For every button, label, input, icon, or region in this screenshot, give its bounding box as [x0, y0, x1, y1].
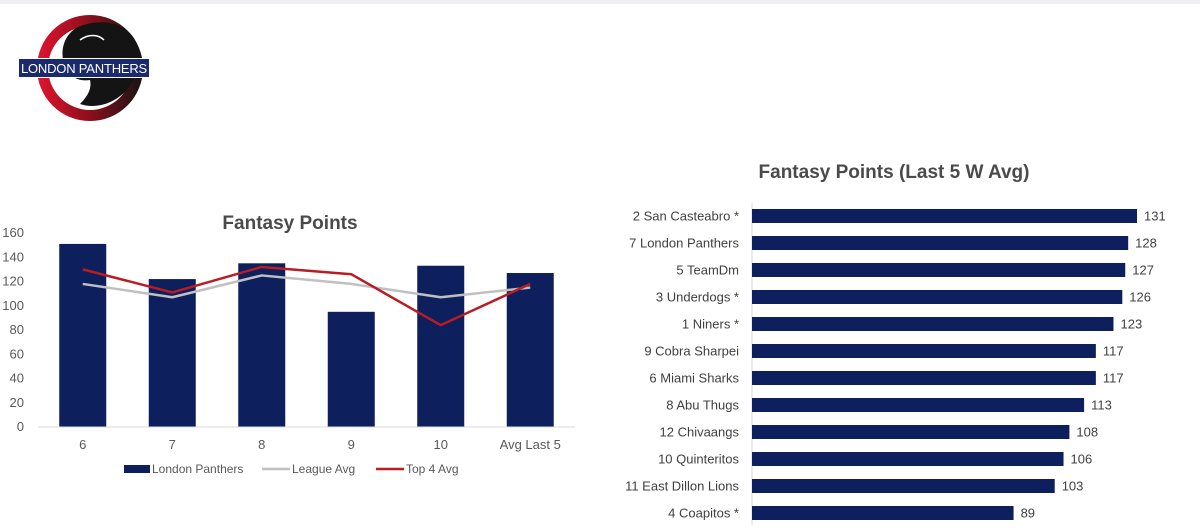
team-value-label: 89 — [1021, 506, 1035, 521]
team-value-label: 113 — [1091, 398, 1112, 413]
bar-london-panthers — [327, 311, 375, 427]
left-chart-lines — [82, 265, 531, 327]
bar-london-panthers — [238, 263, 286, 427]
team-bar — [752, 506, 1014, 520]
team-value-label: 117 — [1103, 371, 1124, 386]
y-tick-label: 40 — [10, 371, 24, 386]
y-tick-label: 160 — [2, 225, 24, 240]
team-label: 10 Quinteritos — [658, 452, 739, 467]
team-value-label: 128 — [1135, 236, 1157, 251]
left-chart-y-axis: 0 20 40 60 80 100 120 140 160 — [2, 225, 24, 434]
team-bar — [752, 263, 1126, 277]
team-bar — [752, 398, 1085, 412]
x-tick-label: 7 — [169, 437, 176, 452]
team-bar — [752, 344, 1096, 358]
top-divider — [0, 0, 1200, 4]
bar-london-panthers — [417, 265, 465, 427]
left-chart-x-axis: 6 7 8 9 10 Avg Last 5 — [79, 437, 561, 452]
logo-banner-text: LONDON PANTHERS — [18, 58, 150, 78]
right-chart-bars: 2 San Casteabro * 131 7 London Panthers 128… — [625, 209, 1166, 521]
team-bar — [752, 479, 1055, 493]
x-tick-label: 9 — [348, 437, 355, 452]
team-bar — [752, 371, 1096, 385]
team-label: 11 East Dillon Lions — [625, 479, 739, 494]
team-bar — [752, 209, 1137, 223]
y-tick-label: 60 — [10, 346, 24, 361]
legend-label: London Panthers — [152, 462, 243, 476]
team-value-label: 106 — [1071, 452, 1093, 467]
team-label: 12 Chivaangs — [660, 425, 740, 440]
team-value-label: 131 — [1144, 209, 1166, 224]
line-top-4-avg — [82, 265, 531, 327]
london-panthers-logo: LONDON PANTHERS — [18, 10, 158, 122]
legend-swatch-bar — [124, 465, 150, 473]
team-label: 1 Niners * — [682, 317, 739, 332]
team-bar — [752, 425, 1070, 439]
legend-label: Top 4 Avg — [406, 462, 459, 476]
team-label: 6 Miami Sharks — [649, 371, 739, 386]
team-label: 3 Underdogs * — [656, 290, 739, 305]
bar-london-panthers — [148, 279, 196, 427]
y-tick-label: 0 — [17, 419, 24, 434]
team-bar — [752, 290, 1123, 304]
team-label: 9 Cobra Sharpei — [644, 344, 739, 359]
team-value-label: 127 — [1132, 263, 1154, 278]
x-tick-label: Avg Last 5 — [500, 437, 561, 452]
team-label: 8 Abu Thugs — [666, 398, 739, 413]
team-bar — [752, 452, 1064, 466]
x-tick-label: 8 — [258, 437, 265, 452]
y-tick-label: 140 — [2, 249, 24, 264]
x-tick-label: 10 — [434, 437, 448, 452]
y-tick-label: 100 — [2, 298, 24, 313]
team-value-label: 126 — [1129, 290, 1151, 305]
left-chart-title: Fantasy Points — [222, 213, 357, 234]
legend-label: League Avg — [292, 462, 355, 476]
y-tick-label: 120 — [2, 274, 24, 289]
x-tick-label: 6 — [79, 437, 86, 452]
team-bar — [752, 236, 1129, 250]
bar-london-panthers — [506, 273, 554, 427]
left-chart-legend: London Panthers League Avg Top 4 Avg — [124, 462, 459, 476]
line-league-avg — [82, 274, 531, 299]
left-chart-bars — [59, 243, 554, 427]
team-value-label: 117 — [1103, 344, 1124, 359]
team-label: 7 London Panthers — [629, 236, 739, 251]
team-bar — [752, 317, 1114, 331]
team-value-label: 108 — [1076, 425, 1098, 440]
team-label: 2 San Casteabro * — [633, 209, 739, 224]
team-label: 4 Coapitos * — [668, 506, 739, 521]
team-value-label: 123 — [1120, 317, 1142, 332]
y-tick-label: 80 — [10, 322, 24, 337]
bar-london-panthers — [59, 243, 107, 427]
right-chart-title: Fantasy Points (Last 5 W Avg) — [759, 162, 1030, 183]
y-tick-label: 20 — [10, 395, 24, 410]
team-value-label: 103 — [1062, 479, 1084, 494]
team-label: 5 TeamDm — [676, 263, 739, 278]
